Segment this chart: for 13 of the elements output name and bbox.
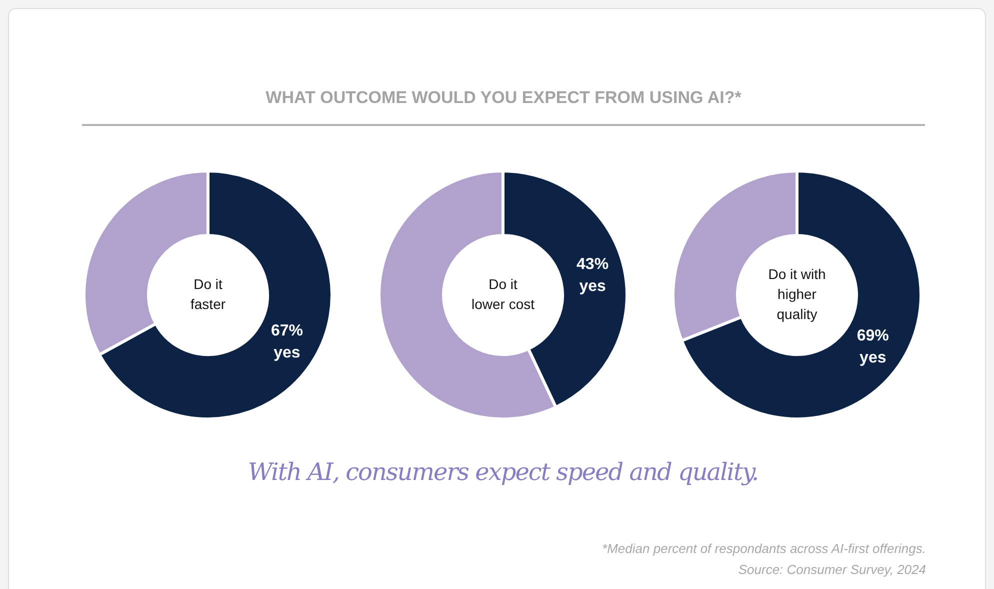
data-label: 67%: [270, 322, 303, 340]
text: With AI, consumers expect speed and quality.: [246, 458, 760, 486]
text: *Median percent of respondants across AI-first offerings.: [602, 540, 926, 558]
data-label: 43%: [576, 256, 609, 273]
text: Do it with higher quality: [768, 266, 826, 322]
text: Do it lower cost: [471, 276, 535, 312]
text: Do it faster: [190, 276, 226, 312]
slice-label: yes: [860, 350, 886, 367]
text: WHAT OUTCOME WOULD YOU EXPECT FROM USING AI?*: [82, 88, 925, 126]
source-note: Source: Consumer Survey, 2024: [737, 561, 926, 579]
slice-label: yes: [274, 344, 300, 362]
data-label: 69%: [856, 328, 889, 345]
slice-label: yes: [579, 278, 606, 295]
